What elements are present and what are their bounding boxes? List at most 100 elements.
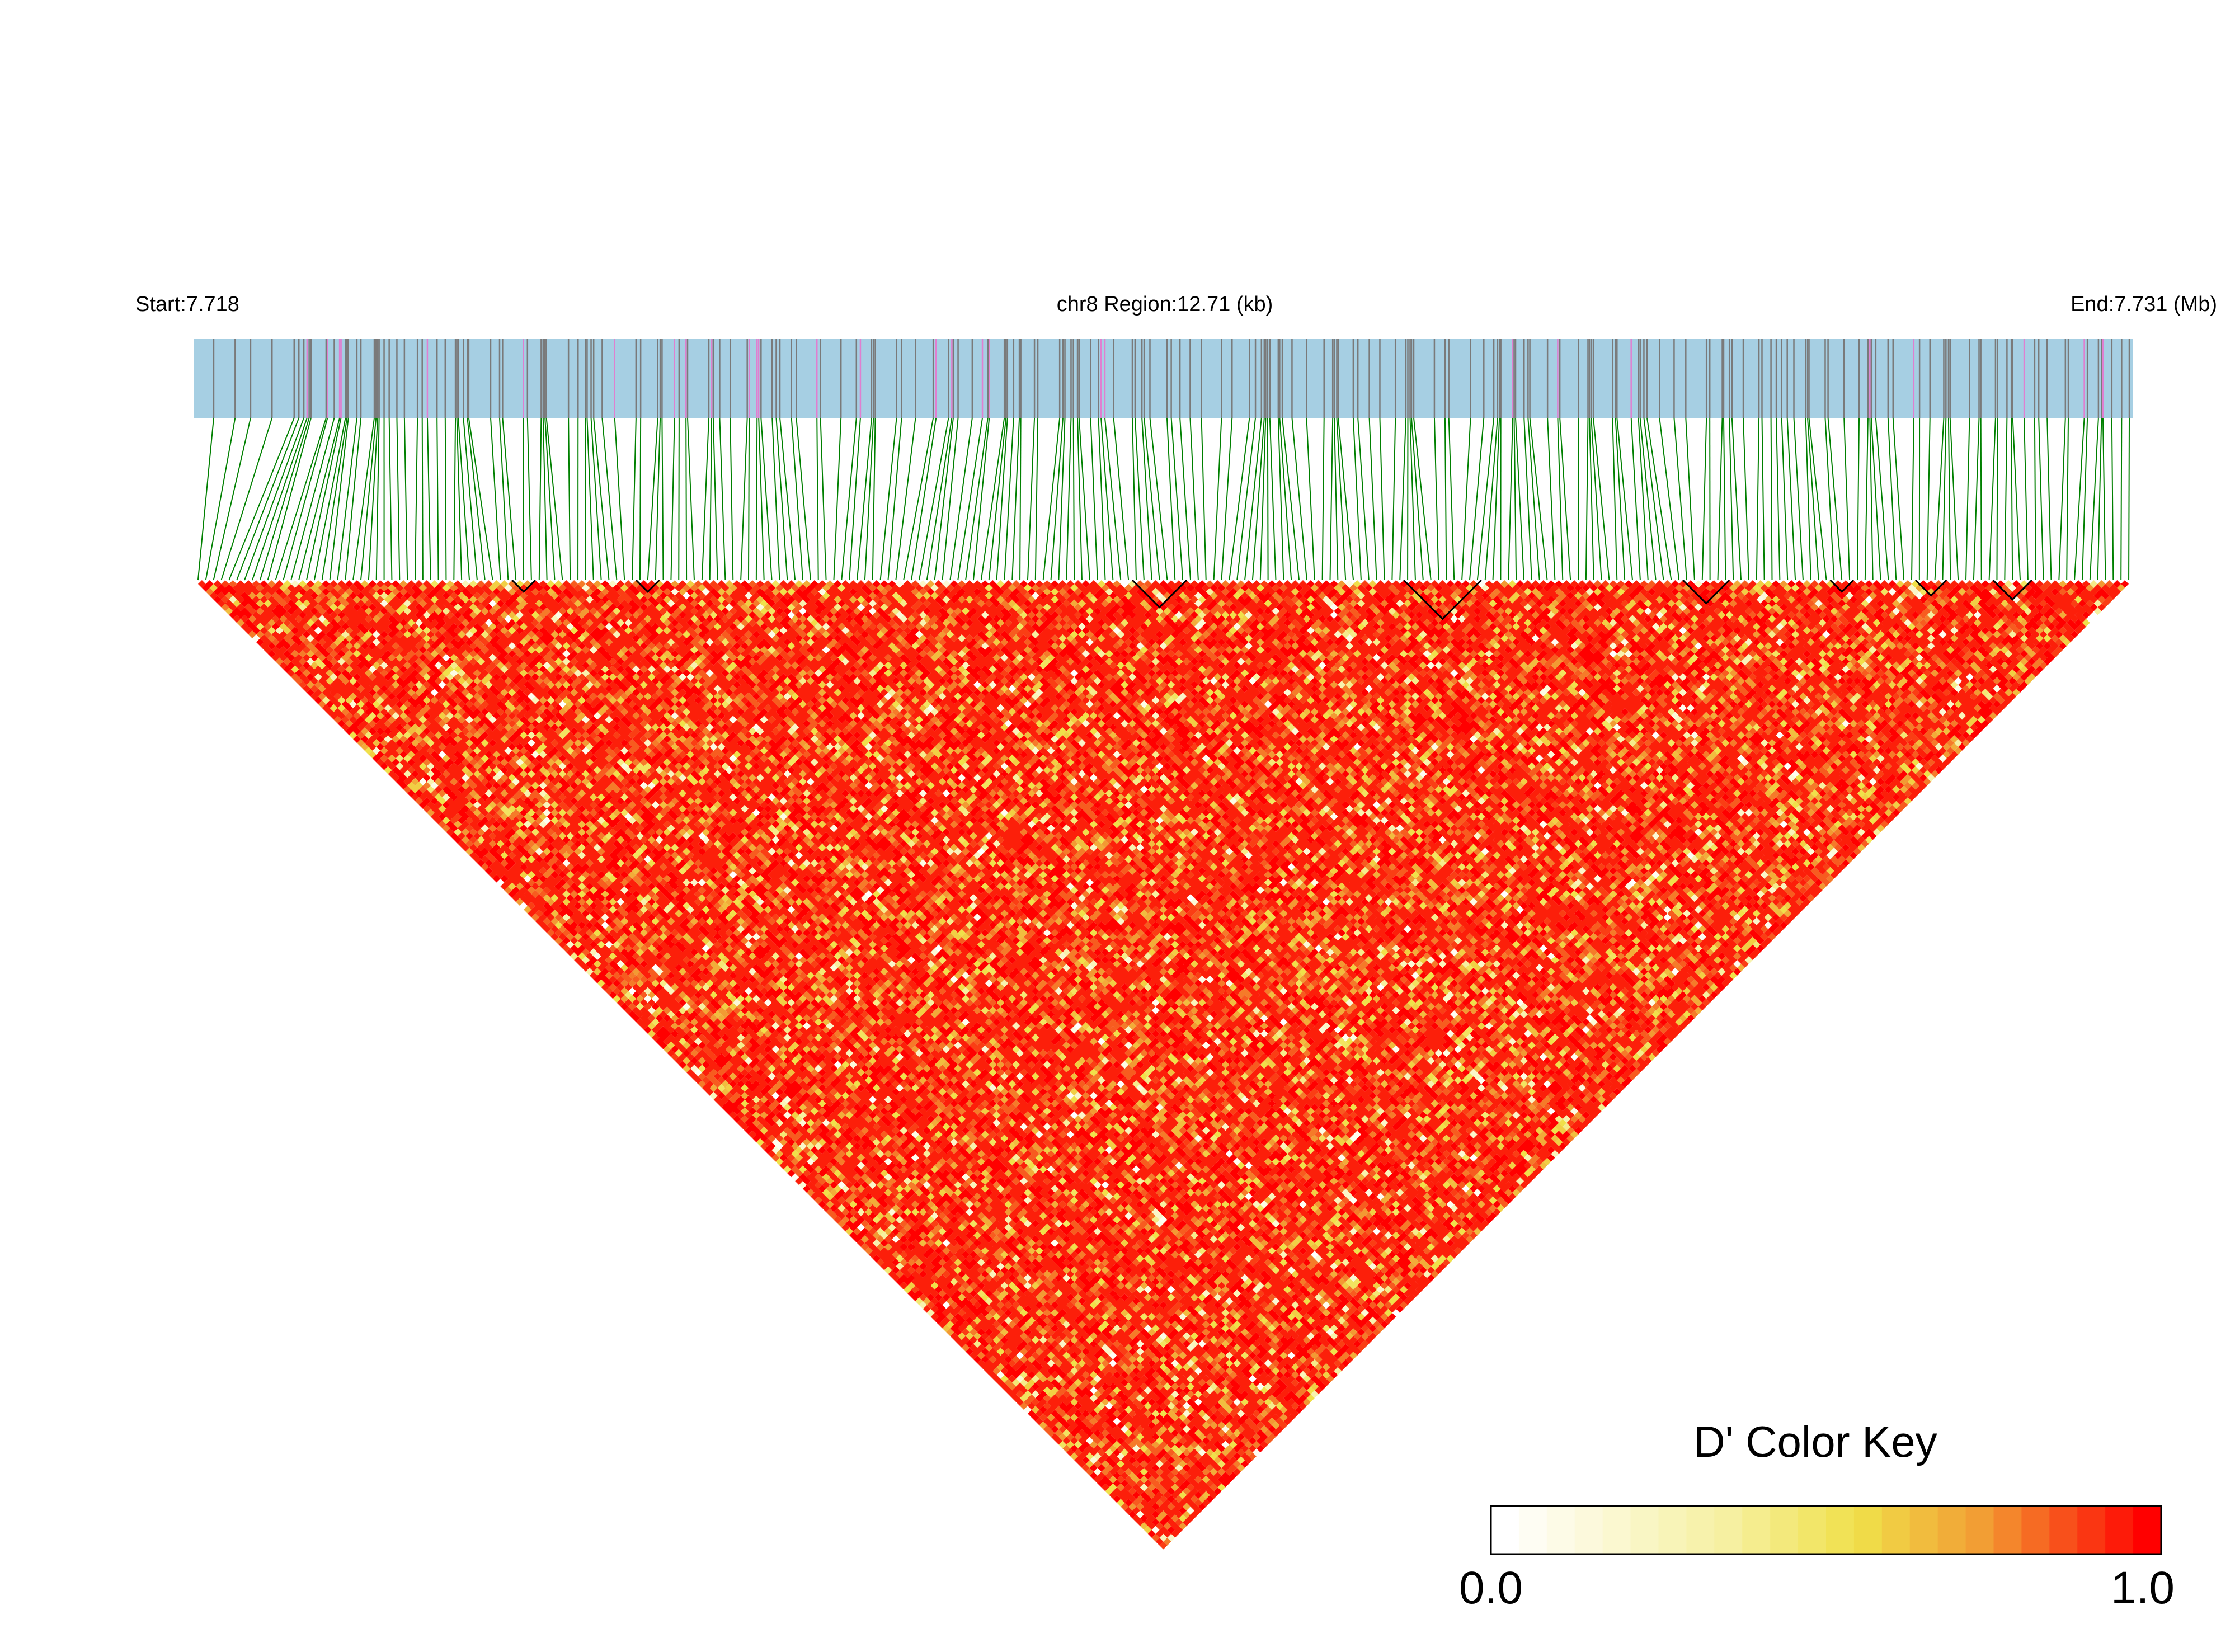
snp-connector bbox=[1042, 417, 1061, 581]
snp-connector bbox=[1864, 417, 1869, 581]
snp-connector bbox=[775, 417, 788, 581]
snp-connector bbox=[396, 417, 401, 581]
snp-connector bbox=[755, 417, 758, 581]
ld-heatmap-cells bbox=[197, 580, 2129, 1550]
snp-connector bbox=[1776, 417, 1781, 581]
snp-connector bbox=[730, 417, 734, 581]
snp-connector bbox=[1098, 417, 1106, 581]
snp-connector bbox=[1411, 417, 1424, 581]
snp-connector bbox=[1333, 417, 1339, 581]
snp-connector bbox=[1557, 417, 1564, 581]
snp-connector bbox=[2004, 417, 2008, 581]
snp-connector bbox=[1827, 417, 1843, 581]
snp-connector bbox=[1615, 417, 1626, 581]
snp-connector bbox=[228, 417, 295, 581]
snp-connector bbox=[526, 417, 532, 581]
snp-connector bbox=[1149, 417, 1168, 581]
start-label: Start:7.718 bbox=[135, 293, 239, 316]
snp-connector bbox=[965, 417, 989, 581]
snp-connector bbox=[345, 417, 362, 581]
snp-connector bbox=[1942, 417, 1947, 581]
color-key-step bbox=[2021, 1507, 2050, 1554]
snp-connector bbox=[2066, 417, 2069, 581]
snp-connector bbox=[1077, 417, 1083, 581]
haplotype-block-outline bbox=[511, 579, 536, 593]
snp-connector bbox=[1236, 417, 1257, 581]
snp-connector bbox=[1476, 417, 1495, 581]
snp-connector bbox=[220, 417, 273, 581]
snp-connector bbox=[267, 417, 312, 581]
snp-connector bbox=[942, 417, 959, 581]
color-key-max-label: 1.0 bbox=[2111, 1562, 2175, 1613]
snp-connector bbox=[436, 417, 439, 581]
snp-connector bbox=[1201, 417, 1207, 581]
heatmap-cells-dprime-0.55 bbox=[264, 580, 2090, 1522]
snp-connector bbox=[205, 417, 236, 581]
snp-connector bbox=[2102, 417, 2106, 581]
color-key-step bbox=[1518, 1507, 1547, 1554]
snp-connector bbox=[1306, 417, 1315, 581]
snp-connector bbox=[1113, 417, 1130, 581]
snp-connector bbox=[1926, 417, 1931, 581]
heatmap-cells-dprime-0.6 bbox=[209, 580, 2071, 1534]
color-key-step bbox=[1798, 1507, 1827, 1554]
snp-connector bbox=[388, 417, 393, 581]
snp-connector bbox=[1244, 417, 1262, 581]
snp-connector bbox=[1019, 417, 1022, 581]
color-key-step bbox=[1826, 1507, 1855, 1554]
snp-connector bbox=[1141, 417, 1152, 581]
color-key-border bbox=[1490, 1505, 2162, 1555]
snp-connector bbox=[1965, 417, 1970, 581]
snp-connector bbox=[972, 417, 990, 581]
snp-connector bbox=[2034, 417, 2036, 581]
snp-connector bbox=[1011, 417, 1020, 581]
color-key-step bbox=[1630, 1507, 1659, 1554]
snp-connector bbox=[2074, 417, 2085, 581]
snp-connector bbox=[758, 417, 765, 581]
snp-connector bbox=[1321, 417, 1325, 581]
color-key-step bbox=[1937, 1507, 1966, 1554]
snp-connector bbox=[305, 417, 342, 581]
haplotype-block-outlines bbox=[511, 579, 2032, 620]
snp-connector bbox=[1034, 417, 1039, 581]
color-key-min-label: 0.0 bbox=[1459, 1562, 1523, 1613]
snp-connector bbox=[1630, 417, 1641, 581]
snp-connector bbox=[1090, 417, 1098, 581]
haplotype-block-outline bbox=[1682, 579, 1730, 605]
snp-connector bbox=[2111, 417, 2114, 581]
snp-connector bbox=[1527, 417, 1540, 581]
snp-connector bbox=[647, 417, 658, 581]
snp-connector bbox=[934, 417, 954, 581]
snp-connector bbox=[415, 417, 418, 581]
snp-connector bbox=[368, 417, 379, 581]
snp-connector bbox=[1875, 417, 1889, 581]
color-key-step bbox=[1853, 1507, 1883, 1554]
color-key-step bbox=[2077, 1507, 2106, 1554]
snp-connector bbox=[1646, 417, 1672, 581]
snp-connector bbox=[1949, 417, 1959, 581]
snp-connector bbox=[1368, 417, 1377, 581]
snp-connector bbox=[1547, 417, 1556, 581]
snp-connector bbox=[1461, 417, 1471, 581]
snp-connector bbox=[1448, 417, 1455, 581]
snp-connector bbox=[1731, 417, 1742, 581]
snp-connector bbox=[796, 417, 811, 581]
snp-connector bbox=[1612, 417, 1618, 581]
snp-connector bbox=[670, 417, 675, 581]
snp-connector bbox=[614, 417, 625, 581]
snp-connector bbox=[403, 417, 408, 581]
snp-connector bbox=[1589, 417, 1594, 581]
snp-connector bbox=[1004, 417, 1014, 581]
snp-connector bbox=[1911, 417, 1914, 581]
snp-connector bbox=[590, 417, 602, 581]
snp-connector bbox=[719, 417, 726, 581]
snp-connector bbox=[1781, 417, 1789, 581]
snp-connector bbox=[895, 417, 916, 581]
snp-connector bbox=[1291, 417, 1307, 581]
snp-connector bbox=[1756, 417, 1760, 581]
snp-connector bbox=[1433, 417, 1439, 581]
snp-connector bbox=[1761, 417, 1765, 581]
snp-connector bbox=[283, 417, 328, 581]
snp-connector bbox=[1027, 417, 1036, 581]
snp-connector bbox=[1058, 417, 1066, 581]
